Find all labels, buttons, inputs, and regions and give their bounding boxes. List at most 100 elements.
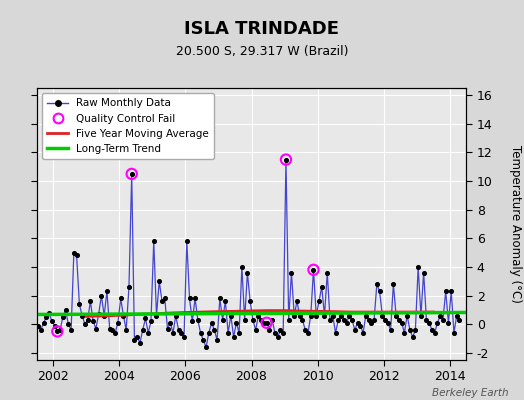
Point [180,334,188,340]
Point [61,307,70,313]
Point [373,281,381,287]
Point [290,312,298,319]
Point [114,320,122,326]
Point [309,267,318,273]
Point [127,171,136,177]
Point [119,312,128,319]
Legend: Raw Monthly Data, Quality Control Fail, Five Year Moving Average, Long-Term Tren: Raw Monthly Data, Quality Control Fail, … [42,93,214,159]
Point [282,156,290,163]
Point [252,327,260,333]
Point [254,312,263,319]
Point [296,312,304,319]
Point [224,330,232,336]
Point [208,320,216,326]
Point [83,317,92,323]
Point [431,330,439,336]
Point [75,301,83,307]
Point [86,298,94,304]
Point [193,317,202,323]
Point [53,328,61,334]
Point [160,295,169,302]
Point [362,312,370,319]
Point [417,312,425,319]
Point [216,295,224,302]
Point [122,327,130,333]
Point [315,298,323,304]
Point [152,312,161,319]
Y-axis label: Temperature Anomaly (°C): Temperature Anomaly (°C) [509,145,522,303]
Point [182,238,191,244]
Point [42,314,50,320]
Point [235,330,243,336]
Point [31,320,39,326]
Point [39,320,48,326]
Point [392,312,400,319]
Point [221,298,230,304]
Point [425,320,433,326]
Point [455,317,464,323]
Point [285,317,293,323]
Point [249,317,257,323]
Point [334,317,343,323]
Point [301,327,309,333]
Point [304,330,312,336]
Point [130,337,139,343]
Point [94,311,103,317]
Point [274,334,282,340]
Text: 20.500 S, 29.317 W (Brazil): 20.500 S, 29.317 W (Brazil) [176,45,348,58]
Point [23,320,31,326]
Point [149,238,158,244]
Point [422,317,431,323]
Point [260,320,268,326]
Point [188,318,196,324]
Point [287,270,296,276]
Point [219,317,227,323]
Point [238,264,246,270]
Point [92,325,100,332]
Point [199,337,208,343]
Point [307,312,315,319]
Point [439,317,447,323]
Point [213,337,221,343]
Point [246,298,254,304]
Point [185,295,194,302]
Point [147,318,155,324]
Point [64,321,72,328]
Point [141,315,150,322]
Point [108,327,117,333]
Point [400,330,409,336]
Point [395,317,403,323]
Point [105,325,114,332]
Point [353,320,362,326]
Point [444,320,453,326]
Point [163,325,172,332]
Point [48,318,56,324]
Point [397,320,406,326]
Point [342,320,351,326]
Point [34,322,42,329]
Point [166,320,174,326]
Point [191,295,199,302]
Point [293,298,301,304]
Point [72,252,81,259]
Point [375,288,384,294]
Point [447,288,455,294]
Point [384,320,392,326]
Point [298,317,307,323]
Point [227,312,235,319]
Point [100,312,108,319]
Point [367,320,376,326]
Point [210,327,219,333]
Point [442,288,450,294]
Point [81,321,89,328]
Point [386,327,395,333]
Point [155,278,163,284]
Point [205,330,213,336]
Point [125,284,133,290]
Point [243,270,252,276]
Point [420,270,428,276]
Point [348,317,356,323]
Point [370,317,378,323]
Point [337,312,345,319]
Point [326,317,334,323]
